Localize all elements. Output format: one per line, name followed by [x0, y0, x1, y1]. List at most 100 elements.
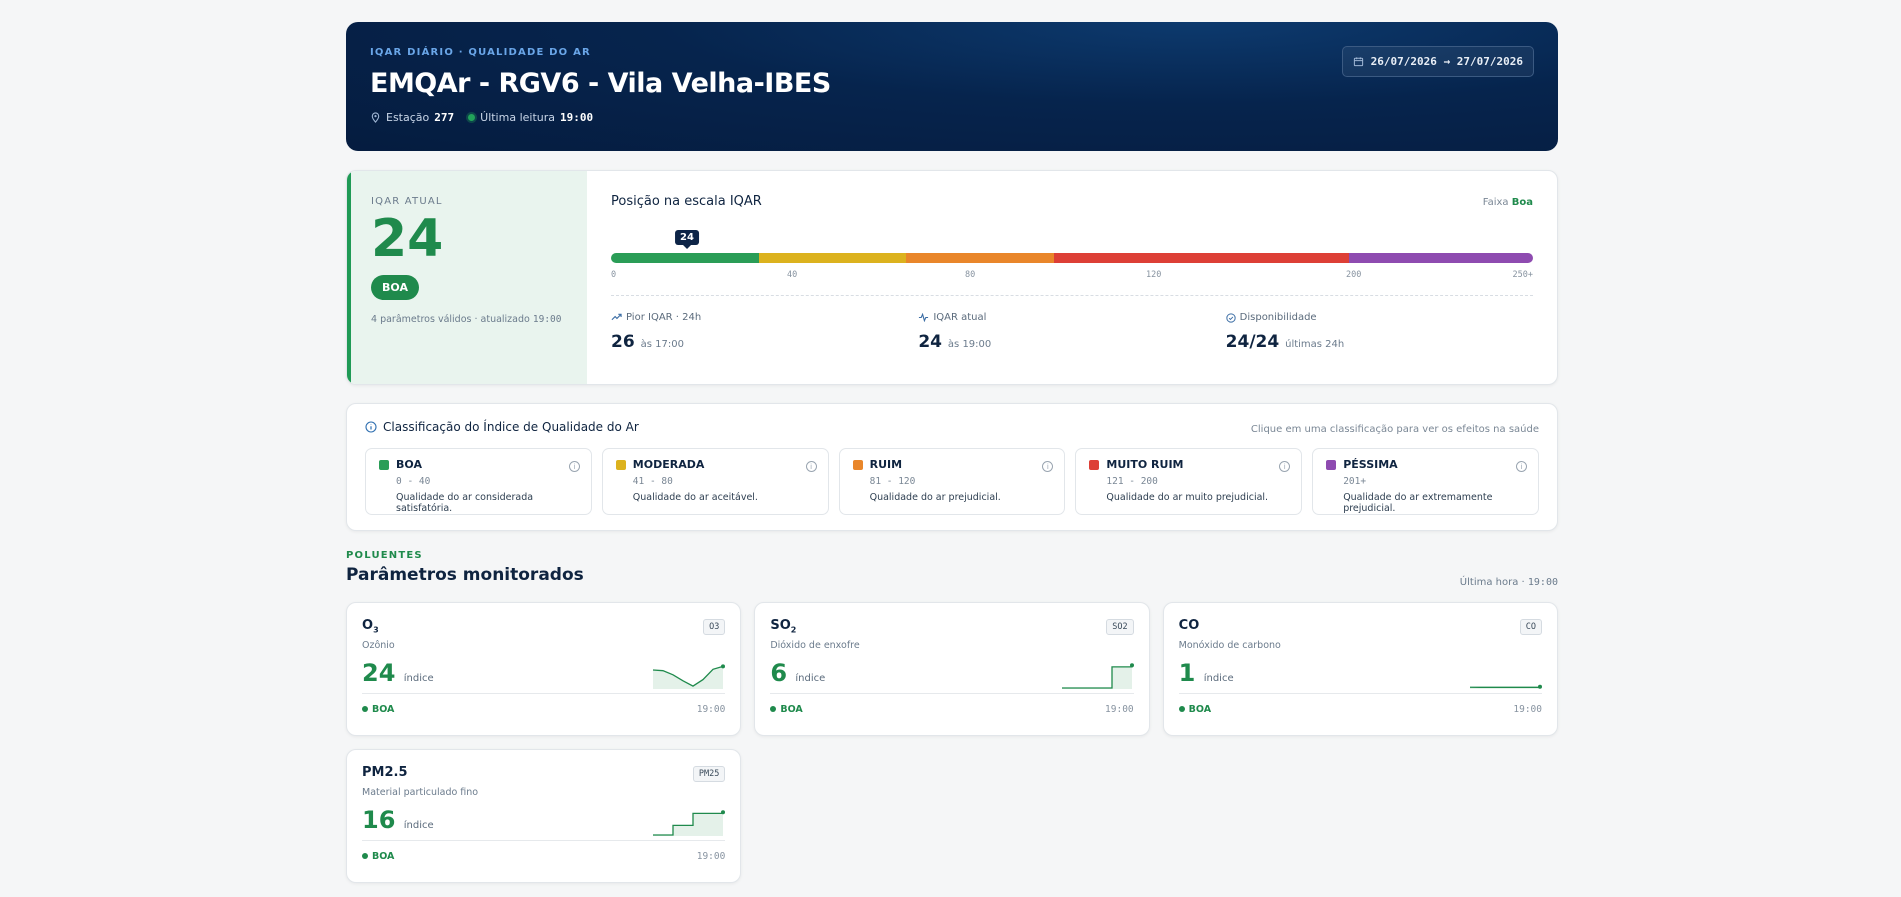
- info-icon[interactable]: i: [1279, 461, 1291, 472]
- activity-icon: [919, 313, 929, 322]
- last-reading-label: Última leitura: [480, 111, 555, 124]
- classification-item-moderada[interactable]: MODERADA 41 - 80 Qualidade do ar aceitável…: [601, 448, 829, 515]
- current-status-badge: BOA: [371, 275, 419, 300]
- last-hour-label: Última hora ·: [1459, 577, 1525, 588]
- pollutant-card-so2[interactable]: SO2 Dióxido de enxofre SO2 6 índice BOA 19:00: [754, 602, 1150, 736]
- iqar-scale-bar: [611, 253, 1533, 263]
- current-iqar-value: 24: [371, 209, 444, 269]
- scale-tick: 250+: [1512, 270, 1533, 280]
- pollutants-eyebrow: POLUENTES: [346, 550, 423, 561]
- status-badge: BOA: [362, 851, 394, 862]
- classification-item-ruim[interactable]: RUIM 81 - 120 Qualidade do ar prejudicial.…: [838, 448, 1066, 515]
- stat-suffix: últimas 24h: [1285, 339, 1345, 350]
- pollutant-symbol: O3: [362, 618, 379, 635]
- sparkline-chart: [653, 664, 726, 689]
- classification-range: 41 - 80: [632, 476, 673, 487]
- sparkline-line: [1061, 665, 1133, 689]
- pollutant-grid: O3 Ozônio O3 24 índice BOA 19:00 SO2 Dióxido de…: [346, 602, 1558, 883]
- status-badge: BOA: [362, 704, 394, 715]
- scale-segment-moderada: [758, 253, 907, 263]
- last-reading-time: 19:00: [560, 111, 594, 124]
- pollutant-card-pm25[interactable]: PM2.5 Material particulado fino PM25 16 índ…: [346, 749, 742, 883]
- last-hour-time: 19:00: [1527, 577, 1558, 588]
- pollutant-name: Monóxido de carbono: [1178, 639, 1281, 651]
- pollutant-code-badge: CO: [1519, 619, 1542, 635]
- classification-hint: Clique em uma classificação para ver os …: [1250, 424, 1539, 435]
- classification-range: 121 - 200: [1106, 476, 1158, 487]
- sparkline-last-point: [1538, 684, 1542, 689]
- classification-item-boa[interactable]: BOA 0 - 40 Qualidade do ar considerada sat…: [365, 448, 592, 515]
- current-iqar-card: IQAR ATUAL 24 BOA 4 parâmetros válidos ·…: [346, 170, 1558, 385]
- classification-name: MODERADA: [632, 458, 705, 471]
- sparkline-chart: [653, 810, 726, 836]
- station-meta: Estação 277: [370, 111, 454, 124]
- classification-name: BOA: [396, 458, 422, 471]
- pollutant-card-o3[interactable]: O3 Ozônio O3 24 índice BOA 19:00: [346, 602, 742, 736]
- scale-tick: 80: [965, 270, 976, 280]
- pollutant-symbol: SO2: [770, 618, 797, 635]
- scale-segment-ruim: [906, 253, 1054, 263]
- last-hour-indicator: Última hora · 19:00: [1460, 577, 1558, 588]
- sparkline-last-point: [721, 810, 726, 815]
- pollutant-card-co[interactable]: CO Monóxido de carbono CO 1 índice BOA 19:00: [1162, 602, 1558, 736]
- current-iqar-note: 4 parâmetros válidos · atualizado 19:00: [371, 314, 567, 325]
- calendar-icon: [1353, 57, 1363, 67]
- classification-range: 201+: [1343, 476, 1367, 487]
- current-iqar-label: IQAR ATUAL: [371, 196, 443, 207]
- classification-card: Classificação do Índice de Qualidade do …: [346, 403, 1558, 531]
- classification-range: 0 - 40: [396, 476, 431, 487]
- classification-desc: Qualidade do ar considerada satisfatória…: [396, 492, 534, 514]
- live-indicator-icon: [468, 114, 476, 121]
- scale-title: Posição na escala IQAR: [611, 194, 762, 209]
- faixa-value: Boa: [1511, 197, 1533, 208]
- scale-tick: 0: [611, 270, 617, 280]
- check-circle-icon: [1225, 312, 1236, 323]
- pollutant-name: Dióxido de enxofre: [770, 639, 860, 651]
- current-iqar-panel: IQAR ATUAL 24 BOA 4 parâmetros válidos ·…: [347, 171, 587, 384]
- classification-item-péssima[interactable]: PÉSSIMA 201+ Qualidade do ar extremamente …: [1312, 448, 1539, 515]
- reading-time: 19:00: [696, 703, 726, 715]
- pollutant-code-badge: SO2: [1106, 619, 1134, 635]
- divider: [611, 295, 1533, 296]
- pollutant-name: Ozônio: [362, 639, 395, 651]
- pollutant-index-value: 24: [362, 658, 396, 687]
- info-icon[interactable]: i: [568, 461, 580, 472]
- faixa-indicator: Faixa Boa: [1483, 197, 1533, 208]
- station-number: 277: [434, 111, 455, 124]
- sparkline-last-point: [721, 664, 726, 669]
- faixa-label: Faixa: [1482, 197, 1509, 208]
- stats-row: Pior IQAR · 24h 26 às 17:00 IQAR atual 2…: [611, 312, 1533, 352]
- current-note-text: 4 parâmetros válidos · atualizado: [371, 314, 530, 325]
- index-label: índice: [1203, 672, 1234, 684]
- classification-list: BOA 0 - 40 Qualidade do ar considerada sat…: [365, 448, 1539, 515]
- scale-tick: 40: [787, 270, 798, 280]
- sparkline-last-point: [1129, 663, 1134, 668]
- stat-value: 26: [611, 332, 635, 352]
- sparkline-line: [653, 665, 724, 687]
- sparkline-line: [1469, 686, 1541, 688]
- pollutant-name: Material particulado fino: [362, 786, 479, 798]
- pollutants-title: Parâmetros monitorados: [346, 565, 584, 585]
- pollutant-symbol: PM2.5: [362, 765, 408, 780]
- scale-segment-pessima: [1348, 253, 1533, 263]
- pollutant-code-badge: PM25: [692, 766, 726, 782]
- info-icon[interactable]: i: [1515, 461, 1527, 472]
- classification-name: MUITO RUIM: [1106, 458, 1184, 471]
- pollutant-symbol: CO: [1178, 618, 1200, 633]
- index-label: índice: [795, 672, 826, 684]
- info-icon[interactable]: i: [1042, 461, 1054, 472]
- pollutant-index-value: 16: [362, 805, 396, 834]
- classification-name: PÉSSIMA: [1343, 458, 1398, 471]
- classification-item-muito-ruim[interactable]: MUITO RUIM 121 - 200 Qualidade do ar muito…: [1075, 448, 1303, 515]
- scale-panel: Posição na escala IQAR Faixa Boa 24 0 40…: [587, 171, 1557, 384]
- classification-name: RUIM: [869, 458, 903, 471]
- pollutant-index-value: 6: [770, 658, 788, 687]
- classification-range: 81 - 120: [869, 476, 916, 487]
- classification-title: Classificação do Índice de Qualidade do …: [383, 420, 639, 434]
- info-icon[interactable]: i: [805, 461, 817, 472]
- pollutants-header: POLUENTES Parâmetros monitorados Última …: [346, 550, 1558, 588]
- stat-label: Pior IQAR · 24h: [626, 312, 702, 323]
- scale-tick: 120: [1146, 270, 1162, 280]
- sparkline-chart: [1061, 663, 1134, 689]
- date-range-button[interactable]: 26/07/2026 → 27/07/2026: [1341, 46, 1534, 77]
